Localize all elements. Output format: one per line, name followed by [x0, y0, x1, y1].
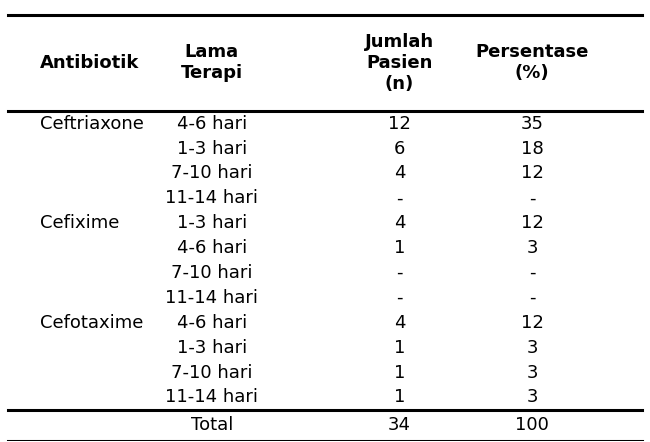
Text: 1-3 hari: 1-3 hari — [177, 339, 247, 357]
Text: 3: 3 — [526, 239, 538, 257]
Text: 7-10 hari: 7-10 hari — [171, 164, 252, 183]
Text: 1: 1 — [394, 239, 405, 257]
Text: Cefixime: Cefixime — [40, 214, 120, 232]
Text: 12: 12 — [521, 164, 543, 183]
Text: Antibiotik: Antibiotik — [40, 54, 140, 72]
Text: 3: 3 — [526, 363, 538, 381]
Text: 12: 12 — [521, 214, 543, 232]
Text: 1-3 hari: 1-3 hari — [177, 214, 247, 232]
Text: 34: 34 — [388, 416, 411, 434]
Text: 11-14 hari: 11-14 hari — [165, 189, 258, 207]
Text: 35: 35 — [521, 114, 543, 133]
Text: 100: 100 — [515, 416, 549, 434]
Text: -: - — [396, 264, 403, 282]
Text: 4: 4 — [394, 164, 405, 183]
Text: 4: 4 — [394, 214, 405, 232]
Text: Persentase
(%): Persentase (%) — [475, 43, 589, 82]
Text: 1: 1 — [394, 389, 405, 407]
Text: 6: 6 — [394, 140, 405, 157]
Text: 4-6 hari: 4-6 hari — [177, 114, 247, 133]
Text: 1: 1 — [394, 363, 405, 381]
Text: -: - — [396, 289, 403, 307]
Text: 12: 12 — [521, 314, 543, 332]
Text: 11-14 hari: 11-14 hari — [165, 289, 258, 307]
Text: Lama
Terapi: Lama Terapi — [181, 43, 243, 82]
Text: 1: 1 — [394, 339, 405, 357]
Text: 11-14 hari: 11-14 hari — [165, 389, 258, 407]
Text: 3: 3 — [526, 339, 538, 357]
Text: 12: 12 — [388, 114, 411, 133]
Text: 7-10 hari: 7-10 hari — [171, 363, 252, 381]
Text: 7-10 hari: 7-10 hari — [171, 264, 252, 282]
Text: 3: 3 — [526, 389, 538, 407]
Text: Cefotaxime: Cefotaxime — [40, 314, 144, 332]
Text: 4-6 hari: 4-6 hari — [177, 239, 247, 257]
Text: 1-3 hari: 1-3 hari — [177, 140, 247, 157]
Text: 18: 18 — [521, 140, 543, 157]
Text: 4-6 hari: 4-6 hari — [177, 314, 247, 332]
Text: -: - — [396, 189, 403, 207]
Text: -: - — [529, 189, 536, 207]
Text: -: - — [529, 289, 536, 307]
Text: Jumlah
Pasien
(n): Jumlah Pasien (n) — [365, 33, 434, 93]
Text: Ceftriaxone: Ceftriaxone — [40, 114, 144, 133]
Text: -: - — [529, 264, 536, 282]
Text: Total: Total — [190, 416, 233, 434]
Text: 4: 4 — [394, 314, 405, 332]
